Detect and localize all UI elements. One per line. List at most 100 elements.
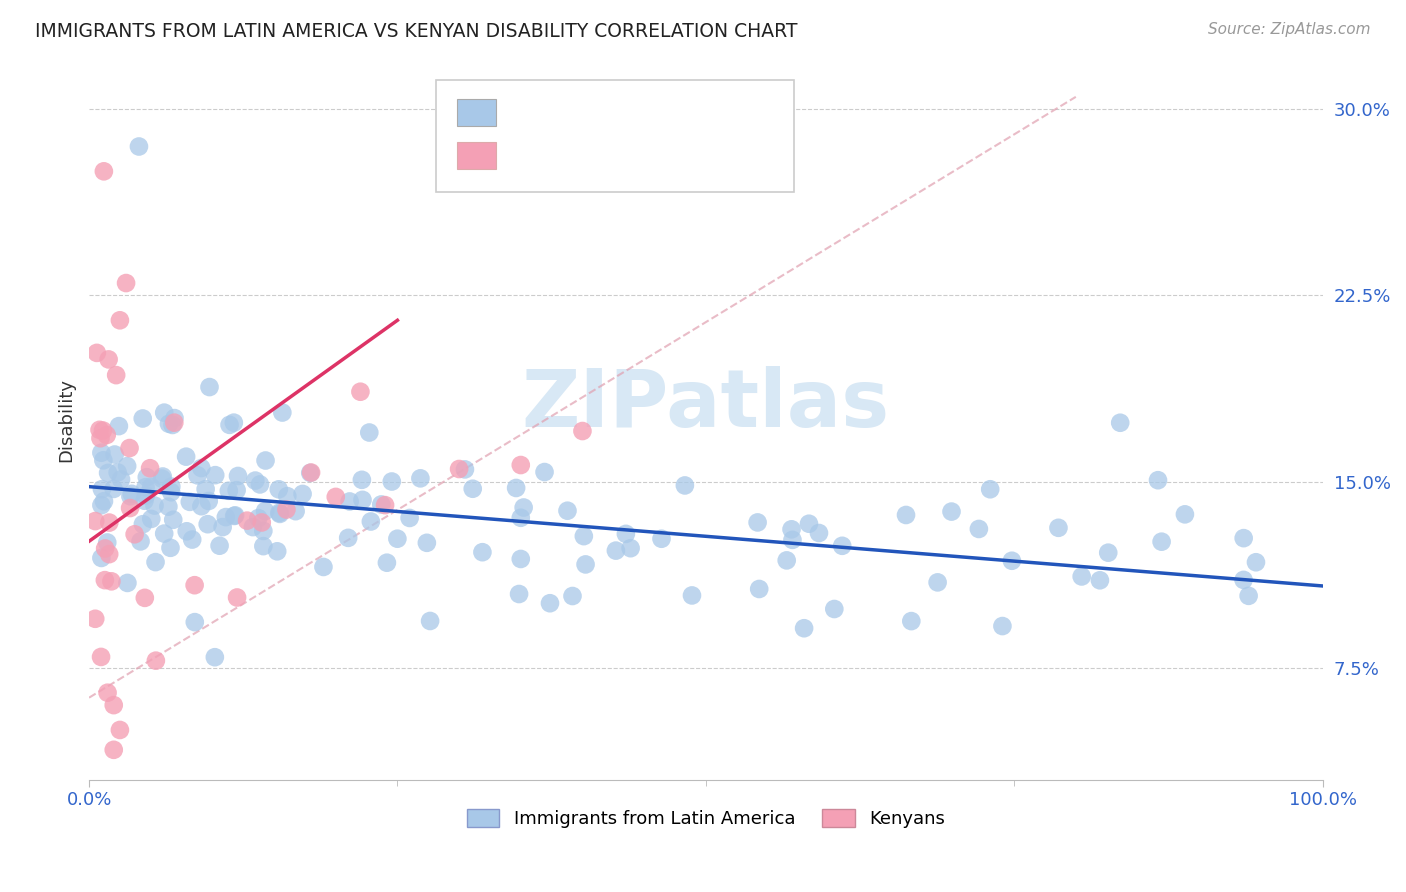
- Point: [96, 428, 118, 442]
- Point: [179, 495, 201, 509]
- Point: [118, 441, 141, 455]
- Point: [90, 446, 112, 460]
- Point: [90, 551, 112, 566]
- Point: [249, 477, 271, 491]
- Point: [375, 556, 398, 570]
- Point: [117, 576, 139, 591]
- Point: [242, 520, 264, 534]
- Text: -0.236: -0.236: [558, 103, 619, 122]
- Text: 0.277: 0.277: [558, 145, 612, 165]
- Point: [387, 532, 409, 546]
- Point: [352, 492, 374, 507]
- Point: [115, 459, 138, 474]
- Point: [90, 498, 112, 512]
- Point: [269, 507, 291, 521]
- Point: [108, 723, 131, 737]
- Point: [967, 522, 990, 536]
- Point: [181, 533, 204, 547]
- Point: [574, 558, 596, 572]
- Point: [163, 416, 186, 430]
- Point: [94, 573, 117, 587]
- Point: [807, 526, 830, 541]
- Point: [512, 500, 534, 515]
- Point: [184, 615, 207, 629]
- Point: [1233, 531, 1256, 545]
- Point: [93, 453, 115, 467]
- Point: [252, 524, 274, 538]
- Point: [831, 539, 853, 553]
- Point: [245, 474, 267, 488]
- Point: [204, 468, 226, 483]
- Point: [97, 686, 120, 700]
- Point: [374, 498, 396, 512]
- Point: [174, 450, 197, 464]
- Point: [650, 532, 672, 546]
- Point: [218, 417, 240, 432]
- Point: [115, 276, 138, 290]
- Point: [614, 527, 637, 541]
- Point: [900, 614, 922, 628]
- Point: [197, 517, 219, 532]
- Point: [96, 535, 118, 549]
- Point: [1232, 573, 1254, 587]
- Point: [153, 526, 176, 541]
- Point: [183, 578, 205, 592]
- Point: [104, 448, 127, 462]
- Point: [105, 368, 128, 383]
- Point: [941, 505, 963, 519]
- Point: [94, 541, 117, 556]
- Point: [224, 508, 246, 523]
- Text: Source: ZipAtlas.com: Source: ZipAtlas.com: [1208, 22, 1371, 37]
- Point: [509, 510, 531, 524]
- Point: [110, 472, 132, 486]
- Point: [226, 591, 249, 605]
- Point: [141, 512, 163, 526]
- Point: [98, 547, 121, 561]
- Point: [1244, 555, 1267, 569]
- Text: ZIPatlas: ZIPatlas: [522, 367, 890, 444]
- Point: [509, 458, 531, 472]
- Point: [121, 487, 143, 501]
- Point: [254, 453, 277, 467]
- Text: N =: N =: [633, 145, 675, 165]
- Point: [360, 515, 382, 529]
- Point: [797, 516, 820, 531]
- Point: [776, 553, 799, 567]
- Point: [224, 508, 246, 523]
- Point: [605, 543, 627, 558]
- Point: [284, 504, 307, 518]
- Point: [299, 466, 322, 480]
- Point: [927, 575, 949, 590]
- Point: [89, 431, 111, 445]
- Point: [236, 514, 259, 528]
- Point: [267, 483, 290, 497]
- Point: [89, 423, 111, 437]
- Point: [160, 485, 183, 500]
- Point: [449, 462, 471, 476]
- Point: [416, 536, 439, 550]
- Point: [103, 698, 125, 713]
- Point: [162, 417, 184, 432]
- Point: [135, 480, 157, 494]
- Point: [97, 466, 120, 480]
- Point: [398, 511, 420, 525]
- Point: [132, 517, 155, 532]
- Point: [740, 139, 762, 153]
- Point: [991, 619, 1014, 633]
- Point: [135, 489, 157, 503]
- Point: [312, 560, 335, 574]
- Point: [299, 466, 322, 480]
- Point: [254, 504, 277, 518]
- Point: [160, 480, 183, 494]
- Point: [1001, 554, 1024, 568]
- Point: [211, 520, 233, 534]
- Point: [748, 582, 770, 596]
- Point: [159, 541, 181, 555]
- Point: [1088, 574, 1111, 588]
- Point: [162, 513, 184, 527]
- Point: [454, 462, 477, 476]
- Point: [194, 482, 217, 496]
- Point: [190, 500, 212, 514]
- Point: [141, 480, 163, 494]
- Point: [359, 425, 381, 440]
